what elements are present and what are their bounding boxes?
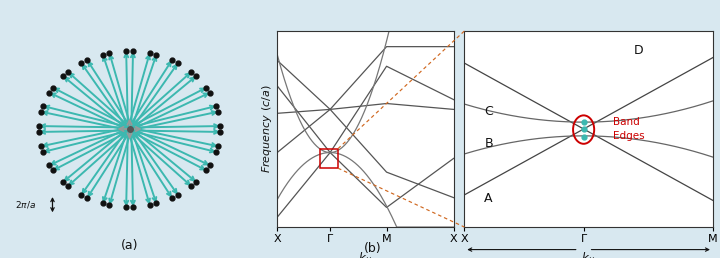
Text: (b): (b) — [364, 241, 382, 255]
Text: Band
Edges: Band Edges — [613, 117, 645, 141]
Text: A: A — [485, 191, 492, 205]
Text: $k_{//}$: $k_{//}$ — [359, 250, 372, 258]
Text: B: B — [485, 137, 493, 150]
Text: C: C — [485, 105, 493, 118]
Text: (a): (a) — [121, 239, 138, 252]
Text: $k_{//}$: $k_{//}$ — [582, 250, 595, 258]
Text: D: D — [634, 44, 643, 58]
Text: $2\pi/a$: $2\pi/a$ — [15, 199, 37, 210]
Y-axis label: Frequency $(c/a)$: Frequency $(c/a)$ — [261, 85, 274, 173]
Bar — [320, 149, 338, 168]
